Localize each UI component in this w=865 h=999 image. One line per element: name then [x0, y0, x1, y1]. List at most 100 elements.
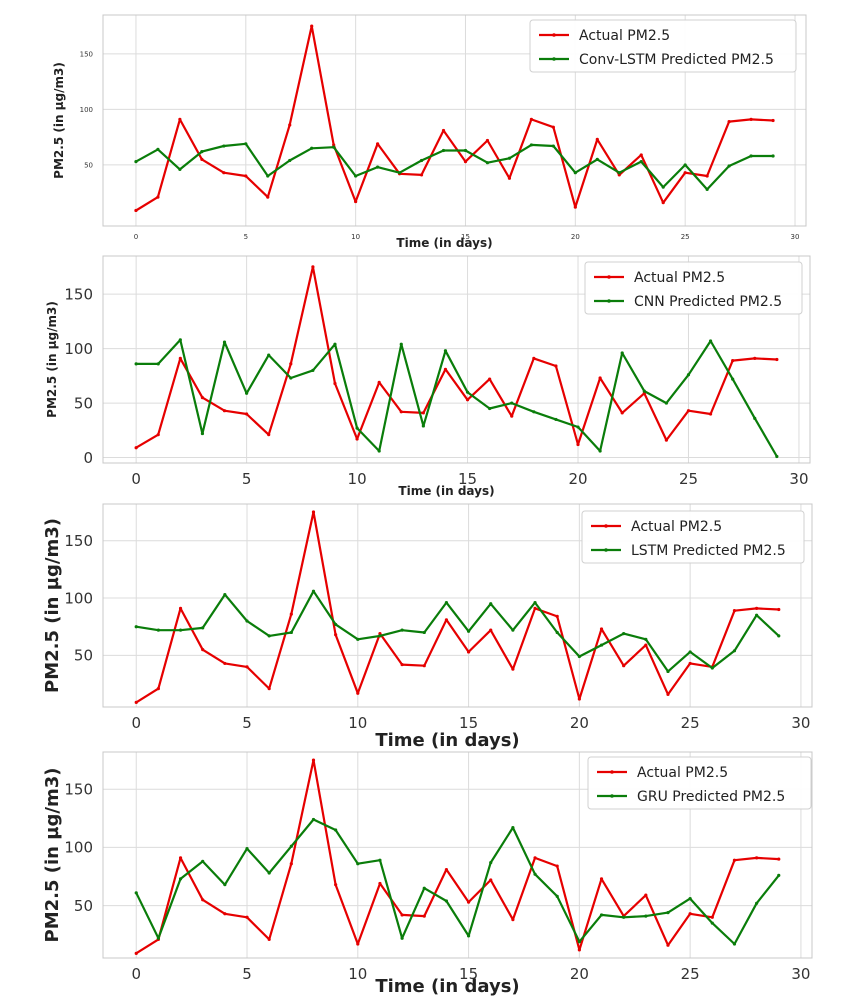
- predicted-data-point: [775, 454, 779, 459]
- plot-frame: [102, 751, 813, 959]
- predicted-data-point: [727, 164, 731, 168]
- predicted-data-point: [510, 401, 514, 405]
- actual-data-point: [466, 900, 471, 904]
- actual-data-point: [755, 606, 759, 610]
- actual-data-point: [488, 377, 492, 381]
- predicted-data-point: [444, 601, 449, 605]
- actual-data-point: [156, 195, 160, 199]
- actual-data-point: [333, 381, 337, 386]
- actual-data-point: [485, 138, 490, 143]
- legend-label: LSTM Predicted PM2.5: [631, 543, 786, 559]
- y-tick-label: 100: [80, 106, 93, 114]
- actual-data-point: [354, 199, 358, 204]
- predicted-data-point: [200, 149, 204, 154]
- actual-data-point: [267, 687, 271, 691]
- actual-data-point: [399, 410, 403, 414]
- actual-data-point: [555, 614, 559, 618]
- plot-frame: [102, 14, 807, 227]
- actual-data-point: [666, 692, 670, 696]
- predicted-data-point: [134, 362, 138, 366]
- actual-data-point: [311, 510, 316, 514]
- predicted-data-point: [466, 629, 471, 633]
- predicted-data-point: [222, 340, 227, 344]
- legend-swatch-marker: [552, 33, 556, 37]
- x-tick-label: 30: [791, 965, 810, 983]
- actual-data-point: [245, 412, 249, 416]
- predicted-data-point: [708, 339, 713, 343]
- predicted-data-point: [334, 828, 338, 832]
- predicted-data-point: [686, 373, 691, 377]
- chart-cnn: 0 5 10 15 20 25 30 0 50 100 150 Time (in days) PM2.5…: [45, 255, 811, 498]
- x-tick-label: 10: [351, 233, 360, 241]
- predicted-data-point: [178, 338, 182, 342]
- predicted-data-point: [356, 862, 360, 866]
- y-tick-label: 50: [74, 394, 93, 412]
- x-tick-label: 15: [459, 714, 478, 732]
- predicted-data-point: [333, 342, 337, 346]
- predicted-series-line: [136, 338, 778, 458]
- x-tick-label: 10: [348, 714, 367, 732]
- actual-data-point: [598, 376, 602, 380]
- predicted-data-point: [489, 602, 493, 606]
- actual-data-point: [244, 174, 248, 178]
- actual-data-point: [201, 648, 205, 652]
- legend-label: Actual PM2.5: [634, 270, 725, 286]
- y-tick-label: 150: [64, 532, 93, 550]
- actual-data-point: [201, 898, 205, 902]
- legend-swatch-marker: [604, 524, 608, 528]
- predicted-data-point: [485, 161, 490, 165]
- predicted-data-point: [400, 936, 404, 940]
- actual-series-line: [135, 510, 779, 704]
- actual-data-point: [511, 667, 515, 671]
- actual-data-point: [529, 117, 533, 121]
- predicted-data-point: [617, 171, 621, 175]
- actual-data-point: [532, 356, 536, 361]
- legend: Actual PM2.5 GRU Predicted PM2.5: [587, 756, 812, 810]
- legend-label: Conv-LSTM Predicted PM2.5: [579, 52, 774, 68]
- predicted-data-point: [156, 147, 160, 151]
- actual-data-point: [156, 433, 160, 437]
- chart-lstm: 0 5 10 15 20 25 30 50 100 150 Time (in days) PM2.5 …: [42, 503, 813, 751]
- actual-data-point: [223, 661, 227, 666]
- predicted-data-point: [377, 449, 381, 453]
- predicted-data-point: [463, 148, 468, 153]
- actual-data-point: [551, 125, 555, 129]
- actual-data-point: [749, 117, 753, 121]
- predicted-data-point: [555, 894, 559, 898]
- predicted-data-point: [378, 858, 382, 862]
- x-tick-label: 5: [242, 965, 252, 983]
- actual-data-point: [178, 117, 182, 121]
- x-tick-label: 10: [348, 470, 367, 488]
- actual-data-point: [356, 942, 360, 946]
- predicted-data-point: [666, 669, 670, 674]
- y-axis-label: PM2.5 (in µg/m3): [42, 518, 63, 693]
- actual-data-point: [444, 618, 449, 622]
- actual-data-point: [577, 697, 581, 701]
- actual-data-point: [533, 606, 537, 610]
- x-tick-label: 30: [789, 470, 808, 488]
- x-tick-label: 25: [681, 714, 700, 732]
- actual-data-point: [245, 915, 249, 919]
- actual-data-point: [267, 937, 271, 941]
- predicted-data-point: [245, 846, 249, 851]
- y-tick-label: 150: [64, 285, 93, 303]
- legend-box: [581, 510, 805, 564]
- actual-series-line: [135, 265, 777, 449]
- actual-data-point: [310, 24, 314, 28]
- predicted-data-point: [156, 936, 160, 940]
- predicted-data-point: [134, 159, 138, 164]
- predicted-data-point: [554, 417, 558, 422]
- actual-data-point: [289, 612, 293, 616]
- actual-data-point: [664, 438, 668, 442]
- predicted-data-point: [533, 601, 537, 605]
- actual-data-point: [688, 661, 692, 666]
- predicted-data-point: [620, 351, 624, 355]
- actual-data-point: [489, 628, 493, 632]
- chart-gru: 0 5 10 15 20 25 30 50 100 150 Time (in days) PM2.5 …: [42, 751, 813, 997]
- predicted-data-point: [639, 159, 643, 164]
- actual-data-point: [178, 856, 183, 860]
- predicted-data-point: [289, 844, 293, 848]
- predicted-data-point: [466, 934, 471, 938]
- x-tick-label: 20: [570, 965, 589, 983]
- predicted-data-point: [400, 628, 404, 632]
